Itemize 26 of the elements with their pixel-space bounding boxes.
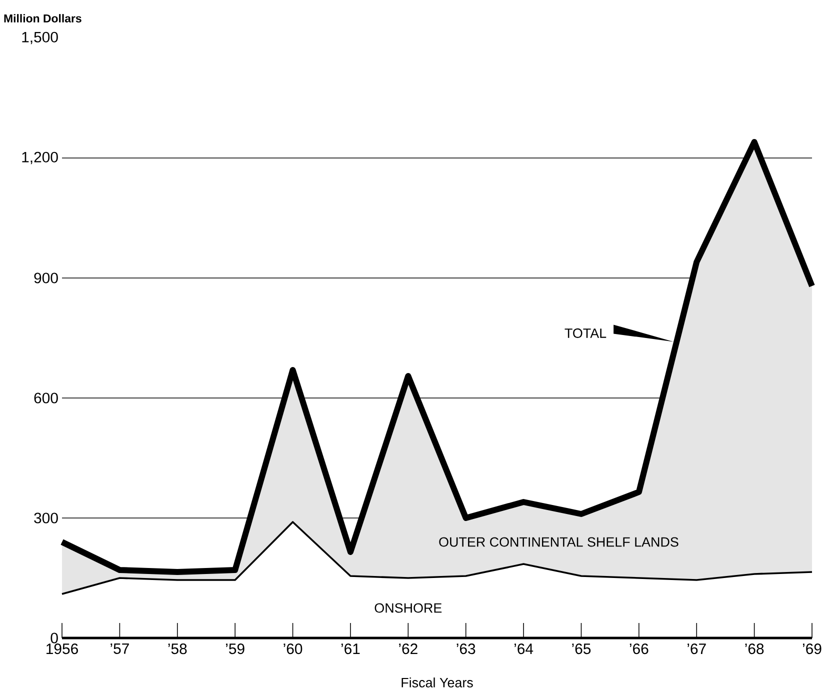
- x-tick-label: ’69: [802, 644, 822, 654]
- x-axis-title: Fiscal Years: [402, 678, 473, 688]
- x-tick-label: ’65: [572, 644, 591, 654]
- y-tick-label: 1,200: [22, 152, 58, 164]
- x-tick-label: ’64: [514, 644, 534, 654]
- x-tick-label: ’60: [284, 644, 302, 654]
- x-tick-label: ’58: [168, 644, 187, 654]
- x-tick-label: ’61: [341, 644, 360, 654]
- line-series: [61, 521, 813, 595]
- x-tick-label: ’59: [226, 644, 244, 654]
- legend-label: TOTAL: [564, 328, 606, 338]
- y-axis-title: Million Dollars: [4, 14, 82, 22]
- y-tick-label: 600: [34, 392, 58, 404]
- y-tick-label: 300: [34, 512, 58, 524]
- y-tick-label: 900: [34, 272, 58, 284]
- x-tick-label: ’68: [745, 644, 764, 654]
- y-tick-label: 1,500: [22, 32, 58, 44]
- x-tick-label: ’57: [110, 644, 129, 654]
- x-tick-label: ’66: [630, 644, 648, 654]
- annotation: OUTER CONTINENTAL SHELF LANDS: [439, 537, 678, 547]
- series-label: ONSHORE: [374, 603, 442, 613]
- x-tick-label: ’67: [688, 644, 706, 654]
- x-tick-label: ’62: [399, 644, 418, 654]
- x-tick-label: ’63: [456, 644, 476, 654]
- x-tick-label: 1956: [46, 644, 78, 654]
- y-tick-label: 0: [50, 632, 58, 644]
